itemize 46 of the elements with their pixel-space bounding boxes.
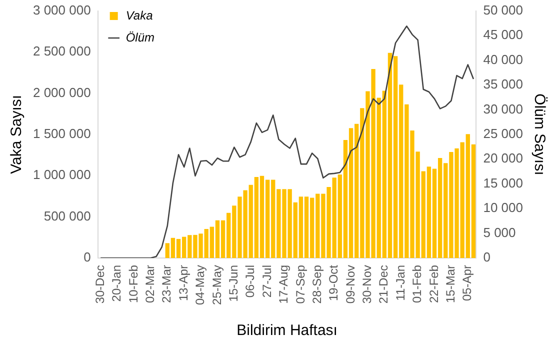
x-tick-label: 15-Jun — [226, 264, 240, 302]
y-tick-label: 500 000 — [44, 208, 91, 224]
x-tick-label: 11-Jan — [393, 264, 408, 301]
x-tick-label: 30-Dec — [92, 264, 107, 304]
y-axis-title: Vaka Sayısı — [8, 94, 26, 174]
x-tick-label: 01-Feb — [410, 264, 424, 304]
x-tick-label: 19-Oct — [326, 264, 341, 301]
y-tick-label: 1 500 000 — [32, 126, 91, 141]
x-axis-title: Bildirim Haftası — [236, 322, 338, 340]
x-tick-label: 30-Nov — [360, 264, 374, 304]
x-tick-label: 28-Sep — [310, 264, 324, 304]
y2-tick-label: 40 000 — [483, 52, 524, 67]
x-tick-label: 13-Apr — [176, 264, 190, 302]
x-tick-label: 25-May — [210, 264, 224, 305]
x-tick-label: 06-Jul — [243, 264, 258, 298]
x-tick-label: 05-Apr — [460, 264, 474, 302]
y-tick-label: 1 000 000 — [32, 167, 91, 182]
y2-tick-label: 5 000 — [483, 224, 516, 240]
x-tick-label: 23-Mar — [160, 264, 174, 303]
x-tick-label: 17-Aug — [276, 264, 291, 304]
y-tick-label: 0 — [84, 250, 91, 265]
y2-tick-label: 25 000 — [483, 126, 524, 141]
y-tick-label: 2 500 000 — [32, 44, 91, 59]
x-tick-label: 15-Mar — [444, 264, 458, 303]
y-tick-label: 2 000 000 — [32, 84, 91, 100]
x-tick-label: 07-Sep — [293, 264, 308, 304]
x-tick-label: 09-Nov — [343, 264, 358, 304]
legend-label: Ölüm — [126, 30, 155, 44]
y2-tick-label: 0 — [483, 250, 490, 265]
x-tick-label: 10-Feb — [126, 264, 140, 304]
y-tick-label: 3 000 000 — [32, 2, 91, 18]
x-tick-label: 02-Mar — [143, 264, 158, 303]
x-tick-label: 22-Feb — [426, 264, 441, 304]
y2-tick-label: 45 000 — [483, 27, 524, 42]
x-tick-label: 20-Jan — [110, 264, 124, 302]
y2-tick-label: 10 000 — [483, 200, 524, 216]
x-tick-label: 27-Jul — [260, 264, 274, 298]
x-tick-label: 21-Dec — [376, 264, 391, 304]
y2-tick-label: 15 000 — [483, 175, 524, 190]
y2-tick-label: 35 000 — [483, 76, 524, 92]
y2-tick-label: 20 000 — [483, 150, 524, 166]
y2-tick-label: 30 000 — [483, 101, 524, 116]
y2-tick-label: 50 000 — [483, 2, 524, 18]
y2-axis-title: Ölüm Sayısı — [530, 94, 548, 176]
x-tick-label: 04-May — [193, 264, 208, 305]
legend-label: Vaka — [126, 8, 154, 22]
